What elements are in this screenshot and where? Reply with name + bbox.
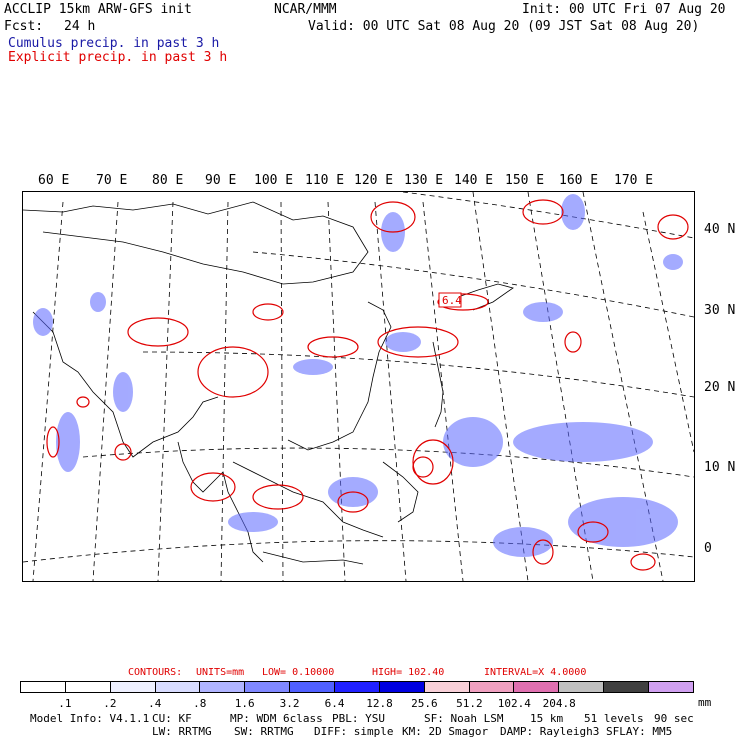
- legend-swatch: [65, 682, 111, 692]
- lat-label-20: 20 N: [704, 380, 736, 395]
- lon-label-160: 160 E: [559, 173, 599, 188]
- map-svg: 6.4: [23, 192, 694, 581]
- legend-swatch: [290, 682, 336, 692]
- legend-tick-label: 6.4: [324, 697, 345, 710]
- color-legend: [20, 681, 694, 693]
- footer-damp: DAMP: Rayleigh3: [500, 725, 600, 738]
- footer-km: KM: 2D Smagor: [402, 725, 489, 738]
- explicit-precip: [46, 199, 689, 571]
- lon-label-140: 140 E: [454, 173, 494, 188]
- lon-label-70: 70 E: [96, 173, 128, 188]
- legend-tick-label: .4: [148, 697, 162, 710]
- legend-swatch: [649, 682, 693, 692]
- footer-pbl: PBL: YSU: [332, 712, 385, 725]
- legend-swatch: [379, 682, 425, 692]
- legend-swatch: [200, 682, 246, 692]
- legend-swatch: [469, 682, 515, 692]
- fcst-label: Fcst:: [4, 19, 44, 34]
- lat-label-0: 0: [704, 541, 712, 556]
- lon-label-120: 120 E: [354, 173, 394, 188]
- footer-res: 15 km: [530, 712, 564, 725]
- lon-label-80: 80 E: [152, 173, 184, 188]
- footer-dt: 90 sec: [654, 712, 694, 725]
- footer-cu: CU: KF: [152, 712, 192, 725]
- footer-levels: 51 levels: [584, 712, 644, 725]
- precip-map: 6.4: [22, 191, 695, 582]
- valid-time: Valid: 00 UTC Sat 08 Aug 20 (09 JST Sat …: [308, 19, 700, 34]
- contours-low: LOW= 0.10000: [262, 667, 335, 678]
- legend-tick-label: 25.6: [411, 697, 438, 710]
- legend-tick-label: .8: [193, 697, 207, 710]
- lon-label-110: 110 E: [305, 173, 345, 188]
- legend-swatch: [110, 682, 156, 692]
- footer-lw: LW: RRTMG: [152, 725, 212, 738]
- legend-swatch: [424, 682, 470, 692]
- lon-label-60: 60 E: [38, 173, 70, 188]
- legend-tick-label: 102.4: [497, 697, 531, 710]
- graticule: [23, 192, 694, 581]
- lon-label-100: 100 E: [254, 173, 294, 188]
- contours-label: CONTOURS:: [128, 667, 183, 678]
- coastlines: [23, 201, 514, 565]
- lat-label-10: 10 N: [704, 460, 736, 475]
- org-label: NCAR/MMM: [274, 2, 337, 17]
- legend-swatch: [604, 682, 650, 692]
- contours-high: HIGH= 102.40: [372, 667, 445, 678]
- lon-label-90: 90 E: [205, 173, 237, 188]
- high-marker-box: [438, 292, 462, 308]
- contours-interval: INTERVAL=X 4.0000: [484, 667, 587, 678]
- cumulus-legend-label: Cumulus precip. in past 3 h: [8, 36, 220, 51]
- legend-swatch: [245, 682, 291, 692]
- contours-units: UNITS=mm: [196, 667, 245, 678]
- init-time: Init: 00 UTC Fri 07 Aug 20: [522, 2, 726, 17]
- footer-sw: SW: RRTMG: [234, 725, 294, 738]
- footer-mp: MP: WDM 6class: [230, 712, 323, 725]
- fcst-value: 24 h: [64, 19, 96, 34]
- lat-label-40: 40 N: [704, 222, 736, 237]
- footer-diff: DIFF: simple: [314, 725, 394, 738]
- footer-model-info: Model Info: V4.1.1: [30, 712, 150, 725]
- legend-swatch: [155, 682, 201, 692]
- legend-tick-label: 1.6: [234, 697, 255, 710]
- cumulus-precip: [33, 194, 683, 557]
- lon-label-150: 150 E: [505, 173, 545, 188]
- model-title: ACCLIP 15km ARW-GFS init: [4, 2, 192, 17]
- legend-unit: mm: [698, 696, 712, 709]
- high-marker: 6.4: [442, 294, 462, 307]
- legend-tick-label: 51.2: [456, 697, 483, 710]
- footer-sflay: SFLAY: MM5: [606, 725, 673, 738]
- legend-tick-label: 204.8: [542, 697, 576, 710]
- legend-tick-label: 3.2: [279, 697, 300, 710]
- legend-swatch: [21, 682, 66, 692]
- legend-tick-label: 12.8: [366, 697, 393, 710]
- legend-swatch: [514, 682, 560, 692]
- legend-tick-label: .1: [58, 697, 72, 710]
- legend-swatch: [335, 682, 380, 692]
- lon-label-130: 130 E: [404, 173, 444, 188]
- explicit-legend-label: Explicit precip. in past 3 h: [8, 50, 228, 65]
- lat-label-30: 30 N: [704, 303, 736, 318]
- lon-label-170: 170 E: [614, 173, 654, 188]
- footer-sf: SF: Noah LSM: [424, 712, 504, 725]
- legend-tick-label: .2: [103, 697, 117, 710]
- legend-swatch: [559, 682, 605, 692]
